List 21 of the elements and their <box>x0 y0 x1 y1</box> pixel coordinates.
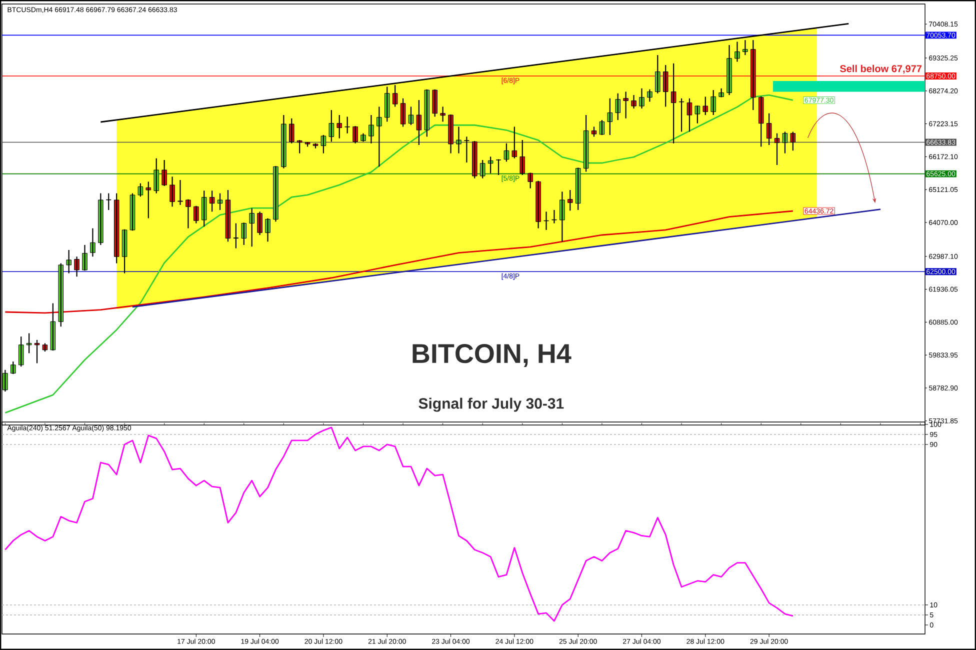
candlestick <box>233 222 239 249</box>
candlestick <box>186 198 191 229</box>
candlestick <box>678 98 684 132</box>
annotation: BITCOIN, H4 <box>412 344 572 368</box>
candlestick <box>106 192 112 211</box>
candlestick <box>496 158 502 176</box>
candlestick <box>66 249 72 274</box>
candlestick <box>702 96 708 116</box>
candlestick <box>464 136 470 164</box>
candlestick <box>344 116 350 134</box>
candlestick <box>304 141 310 148</box>
annotation: Signal for July 30-31 <box>418 398 564 412</box>
candlestick <box>178 179 183 206</box>
candlestick <box>567 189 573 212</box>
candlestick <box>694 105 700 124</box>
annotation: Sell below 67,977 <box>840 64 922 74</box>
candlestick <box>552 209 557 224</box>
candlestick <box>623 91 628 119</box>
line-series <box>4 210 794 314</box>
candlestick <box>742 40 748 56</box>
candlestick <box>146 181 152 219</box>
